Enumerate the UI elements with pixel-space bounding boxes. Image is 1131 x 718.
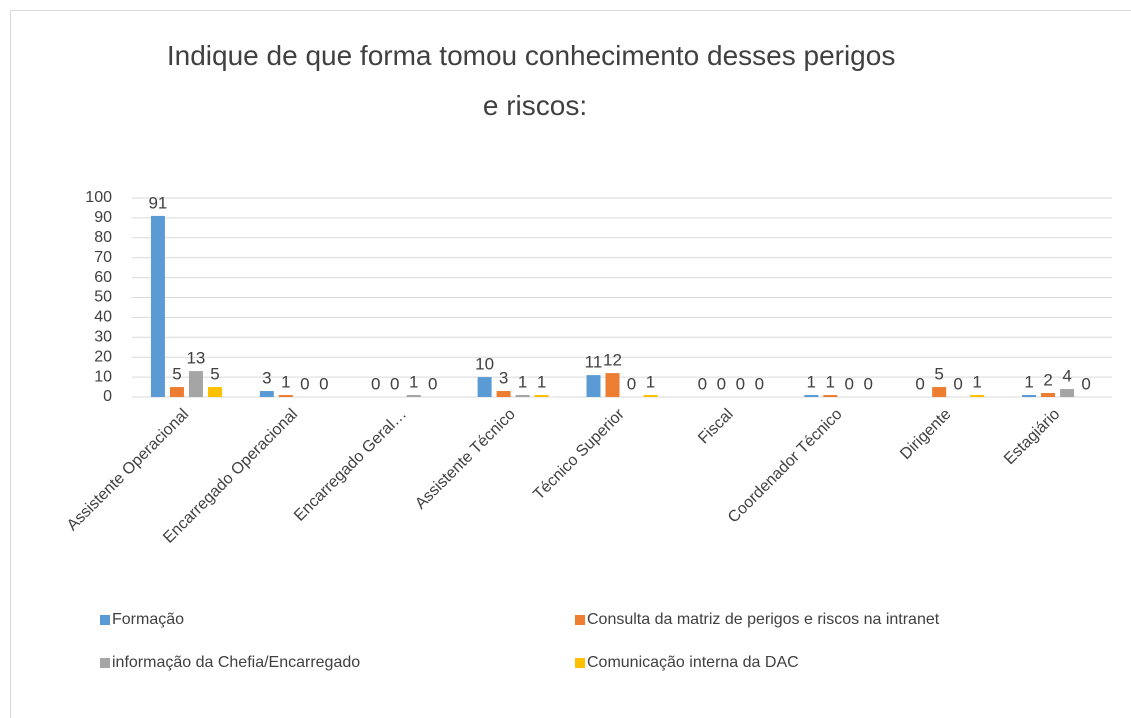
legend-label: Consulta da matriz de perigos e riscos n… <box>587 611 940 628</box>
legend-item: Consulta da matriz de perigos e riscos n… <box>575 611 940 628</box>
data-label: 0 <box>428 374 437 393</box>
data-label: 1 <box>409 372 418 391</box>
bar <box>188 371 203 397</box>
bar <box>1041 393 1056 397</box>
legend-swatch <box>575 658 585 668</box>
legend-swatch <box>575 615 585 625</box>
bar <box>823 395 838 397</box>
bar <box>477 377 492 397</box>
bar <box>406 395 421 397</box>
bar <box>496 391 511 397</box>
legend-item: Comunicação interna da DAC <box>575 654 799 671</box>
legend-label: informação da Chefia/Encarregado <box>112 654 360 671</box>
data-label: 4 <box>1062 367 1071 386</box>
data-label: 0 <box>698 374 707 393</box>
y-tick-label: 90 <box>94 209 112 226</box>
data-label: 1 <box>518 372 527 391</box>
data-label: 10 <box>475 355 494 374</box>
y-tick-label: 40 <box>94 309 112 326</box>
data-label: 1 <box>281 372 290 391</box>
data-label: 1 <box>537 372 546 391</box>
data-label: 13 <box>186 349 205 368</box>
data-label: 0 <box>915 374 924 393</box>
data-label: 3 <box>262 369 271 388</box>
data-label: 0 <box>371 374 380 393</box>
legend-swatch <box>100 658 110 668</box>
data-label: 5 <box>172 365 181 384</box>
data-label: 0 <box>390 374 399 393</box>
data-label: 1 <box>646 372 655 391</box>
data-label: 0 <box>755 374 764 393</box>
bar <box>932 387 947 397</box>
data-label: 12 <box>603 351 622 370</box>
bar <box>515 395 530 397</box>
data-label: 0 <box>736 374 745 393</box>
bar <box>150 215 165 397</box>
bar <box>605 373 620 397</box>
legend-label: Comunicação interna da DAC <box>587 654 799 671</box>
y-tick-label: 70 <box>94 249 112 266</box>
data-label: 1 <box>826 372 835 391</box>
data-label: 1 <box>807 372 816 391</box>
data-label: 0 <box>319 374 328 393</box>
data-label: 91 <box>148 193 167 212</box>
data-label: 0 <box>1081 374 1090 393</box>
data-label: 5 <box>934 365 943 384</box>
y-tick-label: 20 <box>94 348 112 365</box>
chart-frame <box>10 10 1131 718</box>
data-label: 0 <box>864 374 873 393</box>
y-tick-label: 80 <box>94 229 112 246</box>
data-label: 3 <box>499 369 508 388</box>
data-label: 0 <box>717 374 726 393</box>
legend-swatch <box>100 615 110 625</box>
legend-item: Formação <box>100 611 184 628</box>
data-label: 2 <box>1043 371 1052 390</box>
y-tick-label: 50 <box>94 289 112 306</box>
legend-label: Formação <box>112 611 184 628</box>
data-label: 1 <box>972 372 981 391</box>
data-label: 11 <box>585 353 603 372</box>
bar <box>970 395 985 397</box>
y-tick-label: 0 <box>103 388 112 405</box>
y-tick-label: 60 <box>94 269 112 286</box>
chart-title: Indique de que forma tomou conhecimento … <box>167 40 903 121</box>
bar <box>207 387 222 397</box>
data-label: 0 <box>300 374 309 393</box>
bar <box>1060 389 1075 397</box>
data-label: 5 <box>210 365 219 384</box>
y-tick-label: 100 <box>85 189 112 206</box>
data-label: 0 <box>845 374 854 393</box>
bar <box>534 395 549 397</box>
bar <box>259 391 274 397</box>
data-label: 0 <box>953 374 962 393</box>
bar <box>586 375 601 397</box>
bar <box>804 395 819 397</box>
y-tick-label: 10 <box>94 368 112 385</box>
bar <box>278 395 293 397</box>
bar <box>1022 395 1037 397</box>
legend-item: informação da Chefia/Encarregado <box>100 654 360 671</box>
bar <box>169 387 184 397</box>
data-label: 0 <box>627 374 636 393</box>
bar <box>643 395 658 397</box>
y-tick-label: 30 <box>94 329 112 346</box>
data-label: 1 <box>1024 372 1033 391</box>
